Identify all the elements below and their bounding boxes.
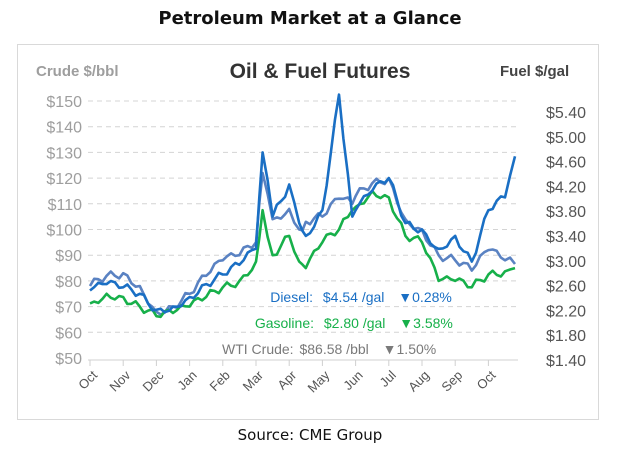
- left-tick-label: $150: [46, 94, 82, 111]
- right-tick-label: $1.80: [546, 328, 586, 345]
- left-tick-label: $100: [46, 223, 82, 240]
- legend-crude: WTI Crude: $86.58 /bbl ▼1.50%: [222, 341, 436, 357]
- legend-gasoline-price: $2.80 /gal: [323, 315, 386, 331]
- x-tick-label: Dec: [140, 367, 167, 394]
- x-tick-label: Feb: [206, 368, 232, 394]
- left-axis-title: Crude $/bbl: [36, 63, 119, 80]
- legend-crude-label: WTI Crude:: [222, 341, 294, 357]
- left-tick-label: $110: [48, 197, 83, 214]
- series-line-gasoline: [89, 189, 516, 319]
- legend-diesel-price: $4.54 /gal: [322, 289, 385, 305]
- source-caption: Source: CME Group: [237, 426, 383, 444]
- x-tick-label: Jan: [174, 368, 199, 393]
- left-axis-ticks: $150 $140 $130 $120 $110 $100 $90 $80 $70 $60 $50: [46, 94, 82, 368]
- left-tick-label: $50: [55, 351, 82, 368]
- legend-diesel: Diesel: $4.54 /gal ▼0.28%: [253, 289, 452, 305]
- x-tick-label: Sep: [438, 368, 465, 395]
- legend-gasoline-label: Gasoline:: [254, 315, 314, 331]
- right-tick-label: $4.20: [546, 179, 586, 196]
- series-lines: [88, 93, 517, 319]
- legend-diesel-change: ▼0.28%: [398, 289, 452, 305]
- legend-diesel-label: Diesel:: [270, 289, 313, 305]
- left-tick-label: $140: [46, 120, 82, 137]
- right-tick-label: $5.40: [546, 105, 586, 122]
- x-tick-label: Mar: [240, 367, 267, 394]
- left-tick-label: $130: [46, 145, 82, 162]
- right-tick-label: $5.00: [546, 130, 586, 147]
- series-line-diesel: [89, 93, 517, 314]
- x-tick-label: Apr: [274, 367, 299, 392]
- x-axis: Oct Nov Dec Jan Feb Mar Apr May Jun Jul Aug Sep Oct: [75, 359, 518, 395]
- chart-container: [17, 44, 599, 420]
- x-tick-label: Oct: [474, 367, 499, 392]
- right-tick-label: $3.80: [546, 204, 586, 221]
- right-tick-label: $2.60: [546, 279, 586, 296]
- x-tick-label: Jul: [377, 367, 399, 389]
- right-axis-title: Fuel $/gal: [500, 63, 570, 80]
- right-tick-label: $4.60: [546, 155, 586, 172]
- x-tick-label: Oct: [75, 367, 100, 392]
- legend-gasoline-change: ▼3.58%: [399, 315, 453, 331]
- page-title: Petroleum Market at a Glance: [158, 8, 462, 29]
- x-tick-label: Aug: [405, 368, 432, 395]
- legend-crude-change: ▼1.50%: [382, 341, 437, 357]
- x-tick-label: Nov: [106, 367, 133, 394]
- right-tick-label: $3.40: [546, 229, 586, 246]
- left-tick-label: $80: [55, 274, 82, 291]
- legend-crude-price: $86.58 /bbl: [299, 341, 369, 357]
- right-tick-label: $1.40: [546, 353, 586, 370]
- right-tick-label: $2.20: [546, 303, 586, 320]
- x-tick-label: May: [305, 367, 333, 395]
- right-axis-ticks: $5.40 $5.00 $4.60 $4.20 $3.80 $3.40 $3.00 $2.60…: [546, 105, 586, 370]
- left-tick-label: $70: [55, 300, 82, 317]
- left-tick-label: $90: [55, 248, 82, 265]
- right-tick-label: $3.00: [546, 254, 586, 271]
- chart-title: Oil & Fuel Futures: [229, 60, 411, 83]
- left-tick-label: $120: [46, 171, 82, 188]
- left-tick-label: $60: [55, 325, 82, 342]
- legend-gasoline: Gasoline: $2.80 /gal ▼3.58%: [234, 315, 453, 331]
- x-tick-label: Jun: [340, 368, 365, 393]
